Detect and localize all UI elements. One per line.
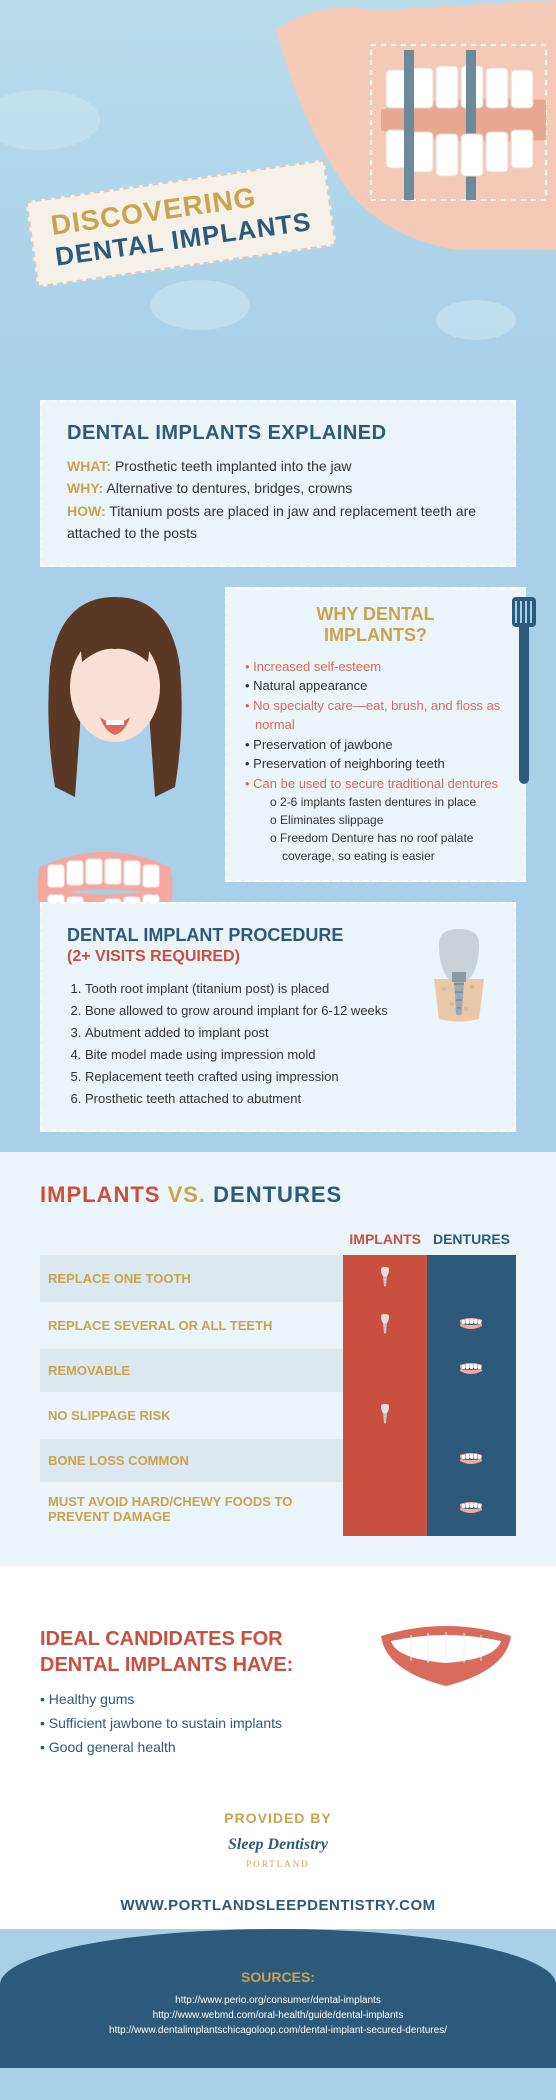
- smiling-mouth-illustration: [376, 1621, 516, 1691]
- sponsor-logo: Sleep Dentistry PORTLAND: [0, 1836, 556, 1872]
- sources-title: SOURCES:: [20, 1969, 536, 1985]
- comparison-label: NO SLIPPAGE RISK: [40, 1392, 343, 1439]
- provided-by-section: PROVIDED BY Sleep Dentistry PORTLAND: [0, 1790, 556, 1882]
- explained-title: DENTAL IMPLANTS EXPLAINED: [67, 422, 489, 445]
- main-title-block: DISCOVERING DENTAL IMPLANTS: [25, 159, 336, 287]
- candidate-item: Sufficient jawbone to sustain implants: [40, 1712, 516, 1736]
- source-link: http://www.perio.org/consumer/dental-imp…: [20, 1993, 536, 2008]
- why-sublist-item: Eliminates slippage: [270, 811, 506, 829]
- comparison-row: MUST AVOID HARD/CHEWY FOODS TO PREVENT D…: [40, 1482, 516, 1536]
- denture-cell: [427, 1349, 516, 1392]
- why-list-item: Preservation of jawbone: [245, 735, 506, 755]
- explained-row: WHY: Alternative to dentures, bridges, c…: [67, 477, 489, 499]
- comparison-label: REPLACE ONE TOOTH: [40, 1255, 343, 1302]
- procedure-section: DENTAL IMPLANT PROCEDURE (2+ VISITS REQU…: [40, 902, 516, 1132]
- implant-cell: [343, 1439, 427, 1482]
- why-title: WHY DENTAL IMPLANTS?: [245, 604, 506, 647]
- comparison-row: NO SLIPPAGE RISK: [40, 1392, 516, 1439]
- procedure-step: Bite model made using impression mold: [85, 1044, 489, 1066]
- why-illustrations: [30, 587, 210, 883]
- footer-sources: SOURCES: http://www.perio.org/consumer/d…: [0, 1929, 556, 2068]
- denture-cell: [427, 1392, 516, 1439]
- implant-cell: [343, 1302, 427, 1349]
- comparison-table: IMPLANTS DENTURES REPLACE ONE TOOTHREPLA…: [40, 1223, 516, 1536]
- why-list-item: Can be used to secure traditional dentur…: [245, 774, 506, 866]
- comparison-row: REPLACE ONE TOOTH: [40, 1255, 516, 1302]
- denture-cell: [427, 1439, 516, 1482]
- col-header-implants: IMPLANTS: [343, 1223, 427, 1255]
- why-list-item: No specialty care—eat, brush, and floss …: [245, 696, 506, 735]
- hero-section: DISCOVERING DENTAL IMPLANTS: [0, 0, 556, 380]
- comparison-label: MUST AVOID HARD/CHEWY FOODS TO PREVENT D…: [40, 1482, 343, 1536]
- denture-cell: [427, 1302, 516, 1349]
- why-sublist-item: Freedom Denture has no roof palate cover…: [270, 829, 506, 865]
- comparison-section: IMPLANTS VS. DENTURES IMPLANTS DENTURES …: [0, 1152, 556, 1566]
- why-list-item: Natural appearance: [245, 676, 506, 696]
- comparison-title: IMPLANTS VS. DENTURES: [40, 1182, 516, 1208]
- source-link: http://www.dentalimplantschicagoloop.com…: [20, 2023, 536, 2038]
- provided-by-label: PROVIDED BY: [0, 1810, 556, 1826]
- toothbrush-icon: [504, 589, 544, 789]
- implant-cell: [343, 1392, 427, 1439]
- denture-cell: [427, 1255, 516, 1302]
- website-url: WWW.PORTLANDSLEEPDENTISTRY.COM: [0, 1882, 556, 1929]
- implant-illustration: [424, 924, 494, 1024]
- why-box: WHY DENTAL IMPLANTS? Increased self-este…: [225, 587, 526, 883]
- woman-illustration: [30, 587, 200, 807]
- candidates-section: IDEAL CANDIDATES FOR DENTAL IMPLANTS HAV…: [0, 1566, 556, 1789]
- procedure-step: Prosthetic teeth attached to abutment: [85, 1088, 489, 1110]
- candidate-item: Good general health: [40, 1736, 516, 1760]
- why-sublist-item: 2-6 implants fasten dentures in place: [270, 793, 506, 811]
- why-list-item: Increased self-esteem: [245, 657, 506, 677]
- comparison-row: REMOVABLE: [40, 1349, 516, 1392]
- candidate-item: Healthy gums: [40, 1688, 516, 1712]
- comparison-row: REPLACE SEVERAL OR ALL TEETH: [40, 1302, 516, 1349]
- comparison-label: BONE LOSS COMMON: [40, 1439, 343, 1482]
- implant-cell: [343, 1482, 427, 1536]
- procedure-step: Abutment added to implant post: [85, 1022, 489, 1044]
- denture-cell: [427, 1482, 516, 1536]
- comparison-label: REPLACE SEVERAL OR ALL TEETH: [40, 1302, 343, 1349]
- comparison-label: REMOVABLE: [40, 1349, 343, 1392]
- implant-cell: [343, 1255, 427, 1302]
- explained-section: DENTAL IMPLANTS EXPLAINED WHAT: Prosthet…: [40, 400, 516, 567]
- comparison-row: BONE LOSS COMMON: [40, 1439, 516, 1482]
- explained-row: HOW: Titanium posts are placed in jaw an…: [67, 500, 489, 545]
- explained-row: WHAT: Prosthetic teeth implanted into th…: [67, 455, 489, 477]
- implant-cell: [343, 1349, 427, 1392]
- why-list-item: Preservation of neighboring teeth: [245, 754, 506, 774]
- why-section: WHY DENTAL IMPLANTS? Increased self-este…: [30, 587, 526, 883]
- procedure-step: Replacement teeth crafted using impressi…: [85, 1066, 489, 1088]
- source-link: http://www.webmd.com/oral-health/guide/d…: [20, 2008, 536, 2023]
- col-header-dentures: DENTURES: [427, 1223, 516, 1255]
